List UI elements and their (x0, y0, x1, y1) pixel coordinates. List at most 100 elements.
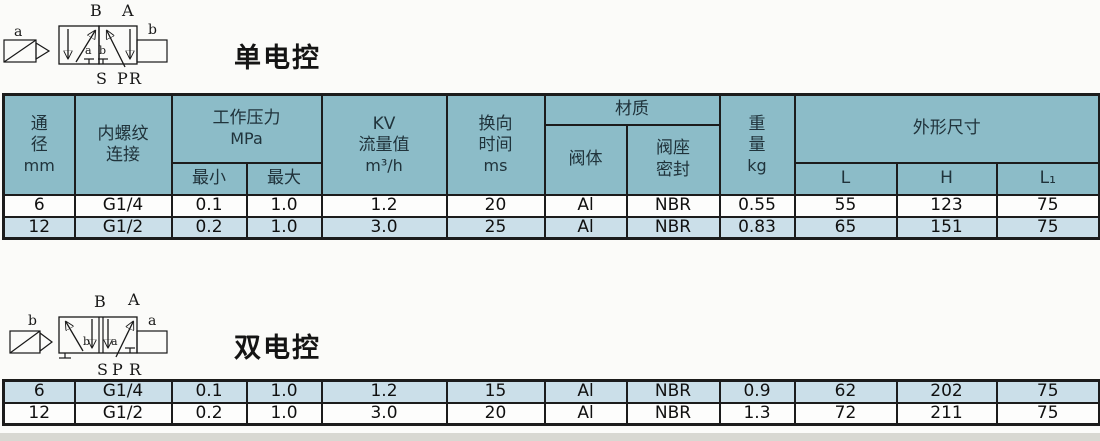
spec-cell: 1.0 (245, 379, 323, 404)
spec-cell: 72 (793, 401, 898, 426)
port-s-label: S (96, 69, 107, 88)
cap-label: b (148, 22, 157, 38)
spec-cell: 123 (895, 193, 998, 218)
port-s-label: S (97, 360, 108, 379)
header-line: 密封 (656, 159, 690, 180)
spec-cell: 202 (895, 379, 998, 404)
spec-cell: G1/2 (73, 215, 173, 240)
spec-cell: 75 (995, 193, 1100, 218)
col-header-seat-seal: 阀座 密封 (625, 123, 721, 196)
spec-cell: 25 (445, 215, 546, 240)
spec-cell: 0.1 (170, 379, 248, 404)
spec-cell: 75 (995, 215, 1100, 240)
spec-row: 12 G1/2 0.2 1.0 3.0 20 Al NBR 1.3 72 211… (2, 401, 1100, 426)
spec-cell: 6 (2, 379, 76, 404)
col-header-switch-time: 换向 时间 ms (445, 93, 546, 196)
col-header-weight: 重 量 kg (718, 93, 796, 196)
spec-cell: 1.0 (245, 193, 323, 218)
port-r-label: R (129, 360, 142, 379)
inner-b-label: b (83, 335, 90, 348)
spec-cell: 151 (895, 215, 998, 240)
coil-label: b (28, 313, 37, 329)
col-header-thread: 内螺纹 连接 (73, 93, 173, 196)
col-header-pressure: 工作压力 MPa (170, 93, 323, 164)
valve-schematic-single: a B A b a b S P R (3, 2, 168, 88)
col-header-diameter: 通 径 mm (2, 93, 76, 196)
col-header-pressure-max: 最大 (245, 161, 323, 196)
section-title-single: 单电控 (234, 43, 321, 74)
header-unit: kg (747, 156, 767, 175)
spec-cell: G1/2 (73, 401, 173, 426)
port-p-label: P (117, 69, 128, 88)
col-header-dim-h: H (895, 161, 998, 196)
cap-label: a (148, 313, 156, 329)
spec-cell: 3.0 (320, 215, 448, 240)
inner-a-label: a (111, 335, 118, 348)
port-a-label: A (127, 291, 140, 309)
spec-cell: NBR (625, 215, 721, 240)
spec-cell: 65 (793, 215, 898, 240)
spec-cell: 20 (445, 401, 546, 426)
header-line: 流量值 (358, 134, 410, 155)
spec-cell: Al (543, 401, 628, 426)
header-line: 阀座 (656, 138, 690, 159)
header-unit: ms (483, 156, 508, 175)
spec-cell: 75 (995, 401, 1100, 426)
spec-cell: G1/4 (73, 193, 173, 218)
spec-cell: NBR (625, 379, 721, 404)
spec-table-single: 通 径 mm 内螺纹 连接 工作压力 MPa KV 流量值 m³/h 换向 时间… (2, 93, 1100, 240)
spec-cell: 0.9 (718, 379, 796, 404)
port-b-label: B (90, 2, 102, 20)
header-line: 换向 (478, 113, 513, 134)
port-a-label: A (121, 2, 134, 20)
port-b-label: B (94, 292, 106, 311)
col-header-material: 材质 (543, 93, 721, 126)
spec-cell: 1.2 (320, 193, 448, 218)
spec-cell: 55 (793, 193, 898, 218)
col-header-dimensions: 外形尺寸 (793, 93, 1100, 164)
header-line: 量 (748, 134, 766, 155)
col-header-dim-l: L (793, 161, 898, 196)
spec-cell: 0.83 (718, 215, 796, 240)
header-line: 内螺纹 (97, 123, 149, 144)
header-line: 径 (30, 134, 48, 155)
inner-a-label: a (85, 44, 92, 57)
spec-cell: NBR (625, 401, 721, 426)
header-unit: m³/h (365, 156, 403, 175)
spec-row: 6 G1/4 0.1 1.0 1.2 20 Al NBR 0.55 55 123… (2, 193, 1100, 218)
header-line: 连接 (106, 144, 140, 165)
spec-table-double: 6 G1/4 0.1 1.0 1.2 15 Al NBR 0.9 62 202 … (2, 379, 1100, 426)
spec-cell: 0.2 (170, 401, 248, 426)
header-line: 通 (30, 113, 48, 134)
spec-cell: G1/4 (73, 379, 173, 404)
spec-cell: Al (543, 215, 628, 240)
spec-cell: 211 (895, 401, 998, 426)
col-header-kv: KV 流量值 m³/h (320, 93, 448, 196)
inner-b-label: b (99, 44, 106, 57)
spec-cell: Al (543, 379, 628, 404)
spec-cell: 12 (2, 401, 76, 426)
spec-cell: Al (543, 193, 628, 218)
spec-cell: 6 (2, 193, 76, 218)
spec-cell: 0.2 (170, 215, 248, 240)
spec-cell: 15 (445, 379, 546, 404)
spec-cell: NBR (625, 193, 721, 218)
col-header-valve-body: 阀体 (543, 123, 628, 196)
spec-cell: 1.3 (718, 401, 796, 426)
header-unit: mm (23, 156, 55, 175)
valve-schematic-double: b B A a b a S P R (9, 291, 168, 379)
port-p-label: P (112, 360, 123, 379)
header-unit: MPa (230, 129, 263, 149)
page-edge-strip (0, 433, 1100, 441)
spec-cell: 62 (793, 379, 898, 404)
section-title-double: 双电控 (234, 333, 321, 364)
spec-cell: 3.0 (320, 401, 448, 426)
spec-row: 12 G1/2 0.2 1.0 3.0 25 Al NBR 0.83 65 15… (2, 215, 1100, 240)
spec-cell: 0.1 (170, 193, 248, 218)
spec-cell: 0.55 (718, 193, 796, 218)
coil-label: a (14, 24, 22, 40)
col-header-pressure-min: 最小 (170, 161, 248, 196)
header-line: 工作压力 (212, 108, 281, 129)
port-r-label: R (129, 69, 142, 88)
